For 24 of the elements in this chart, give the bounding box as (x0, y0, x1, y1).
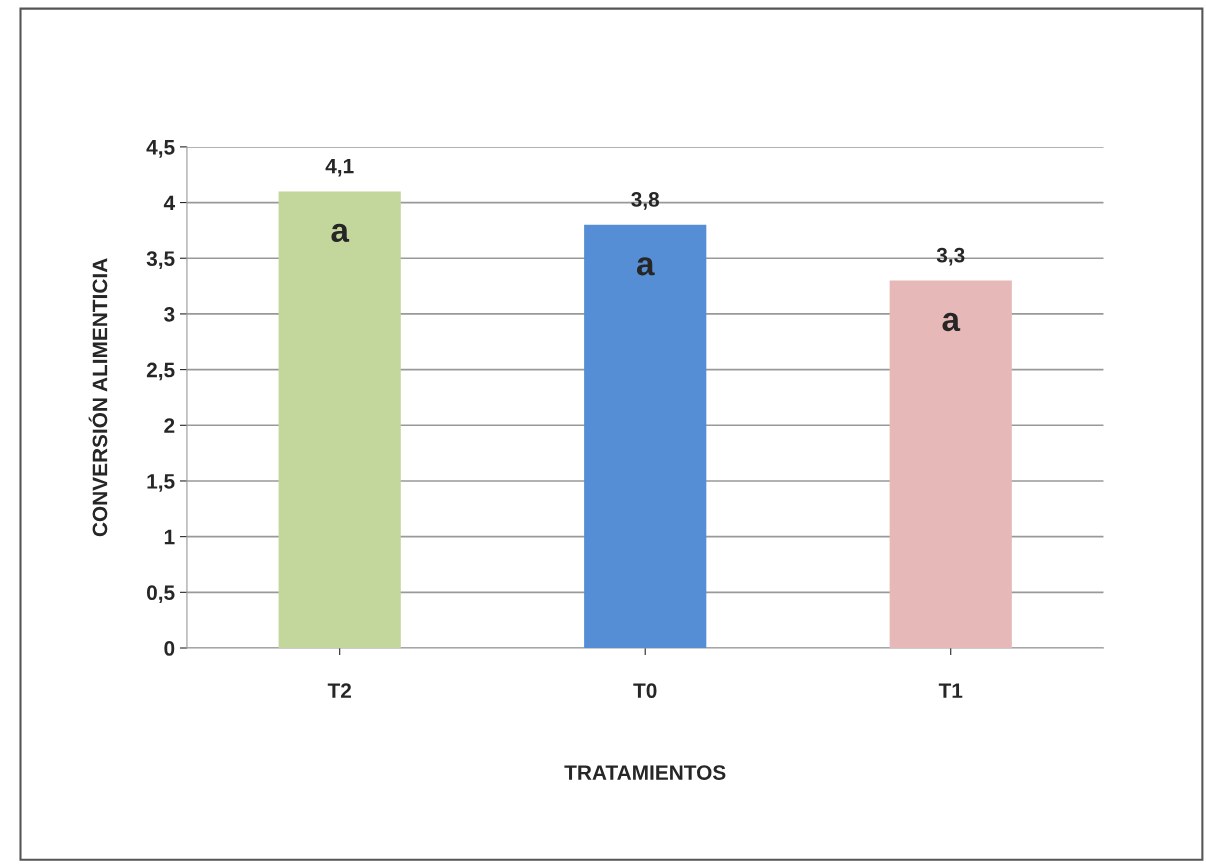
y-tick-label: 1,5 (147, 474, 175, 492)
annotation: a (636, 257, 655, 276)
data-label: 3,8 (631, 192, 660, 210)
y-tick-label: 0 (164, 641, 175, 656)
y-tick-label: 3 (164, 306, 175, 322)
bar (584, 224, 707, 648)
data-label: 3,3 (936, 247, 965, 266)
bar (278, 191, 401, 648)
data-label: 4,1 (325, 158, 354, 177)
y-tick-label: 0,5 (146, 585, 175, 604)
y-tick-label: 2 (164, 418, 175, 433)
y-tick-label: 4,5 (146, 140, 175, 158)
annotation: a (942, 312, 961, 332)
y-tick-label: 1 (164, 529, 175, 545)
x-tick-label: T0 (633, 683, 657, 699)
annotation: a (331, 223, 350, 243)
x-axis-title: TRATAMIENTOS (564, 765, 726, 780)
x-tick-label: T1 (938, 683, 963, 698)
x-tick-label: T2 (327, 683, 352, 698)
y-tick-label: 4 (163, 195, 176, 211)
y-tick-label: 2,5 (146, 362, 175, 381)
y-axis-title: CONVERSIÓN ALIMENTICIA (88, 258, 108, 537)
bar (889, 280, 1012, 648)
y-tick-label: 3,5 (146, 251, 175, 270)
